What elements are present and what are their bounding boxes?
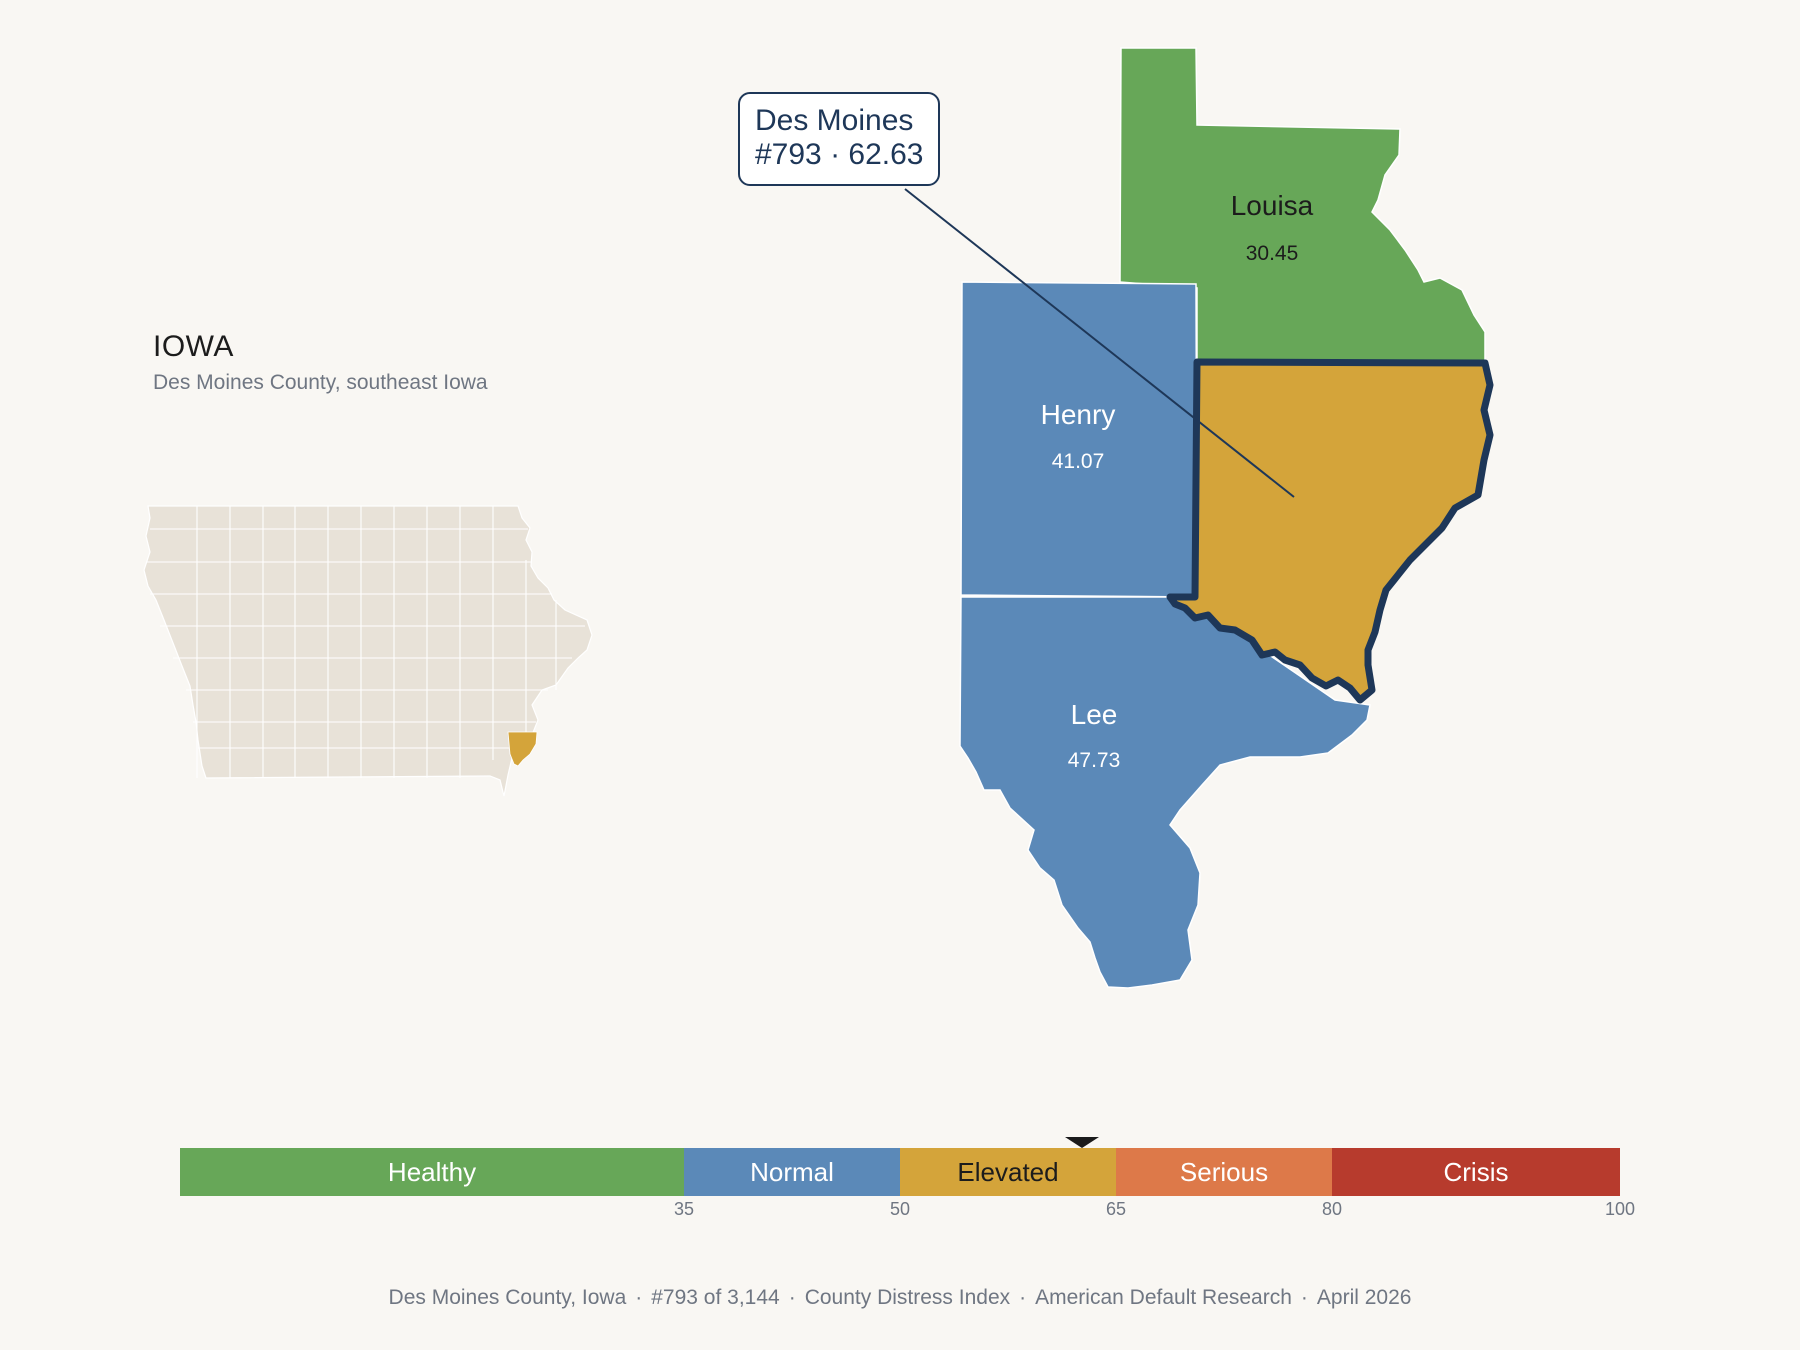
footer-separator: · bbox=[1300, 1286, 1308, 1309]
county-value-lee: 47.73 bbox=[1068, 749, 1121, 772]
footer-source: American Default Research bbox=[1035, 1286, 1292, 1309]
scale-tick-80: 80 bbox=[1321, 1199, 1343, 1219]
distress-scale-bar: Healthy Normal Elevated Serious Crisis bbox=[180, 1148, 1620, 1196]
scale-value-marker bbox=[1064, 1137, 1099, 1148]
county-value-louisa: 30.45 bbox=[1246, 242, 1299, 265]
county-des-moines-shape bbox=[1166, 358, 1494, 704]
scale-tick-65: 65 bbox=[1105, 1199, 1127, 1219]
county-label-henry: Henry bbox=[1041, 399, 1116, 430]
footer-county: Des Moines County, Iowa bbox=[388, 1286, 627, 1309]
scale-segment-normal: Normal bbox=[684, 1148, 900, 1196]
county-value-henry: 41.07 bbox=[1052, 450, 1105, 473]
scale-tick-50: 50 bbox=[889, 1199, 911, 1219]
detail-map bbox=[959, 47, 1494, 989]
footer-rank: #793 of 3,144 bbox=[651, 1286, 780, 1309]
inset-county-lines bbox=[146, 506, 585, 778]
footer-separator: · bbox=[788, 1286, 796, 1309]
county-label-lee: Lee bbox=[1071, 699, 1118, 730]
footer-index-name: County Distress Index bbox=[804, 1286, 1011, 1309]
inset-highlight-des-moines bbox=[507, 731, 538, 767]
footer: Des Moines County, Iowa · #793 of 3,144 · Co… bbox=[0, 1286, 1800, 1310]
state-title: IOWA bbox=[153, 330, 234, 363]
scale-segment-elevated: Elevated bbox=[900, 1148, 1116, 1196]
county-label-louisa: Louisa bbox=[1231, 190, 1314, 221]
scale-segment-crisis: Crisis bbox=[1332, 1148, 1620, 1196]
scale-segment-healthy: Healthy bbox=[180, 1148, 684, 1196]
callout-leader-line bbox=[904, 188, 1295, 498]
scale-tick-35: 35 bbox=[673, 1199, 695, 1219]
state-subtitle: Des Moines County, southeast Iowa bbox=[153, 371, 488, 394]
county-henry-shape bbox=[960, 281, 1198, 598]
footer-date: April 2026 bbox=[1316, 1286, 1412, 1309]
footer-separator: · bbox=[1019, 1286, 1027, 1309]
scale-tick-100: 100 bbox=[1604, 1199, 1636, 1219]
callout-box: Des Moines #793 · 62.63 bbox=[738, 92, 941, 186]
footer-separator: · bbox=[635, 1286, 643, 1309]
county-lee-shape bbox=[959, 596, 1371, 989]
callout-county-name: Des Moines bbox=[755, 104, 914, 137]
scale-segment-serious: Serious bbox=[1116, 1148, 1332, 1196]
iowa-inset-map bbox=[143, 505, 593, 797]
callout-rank-value: #793 · 62.63 bbox=[755, 138, 924, 171]
